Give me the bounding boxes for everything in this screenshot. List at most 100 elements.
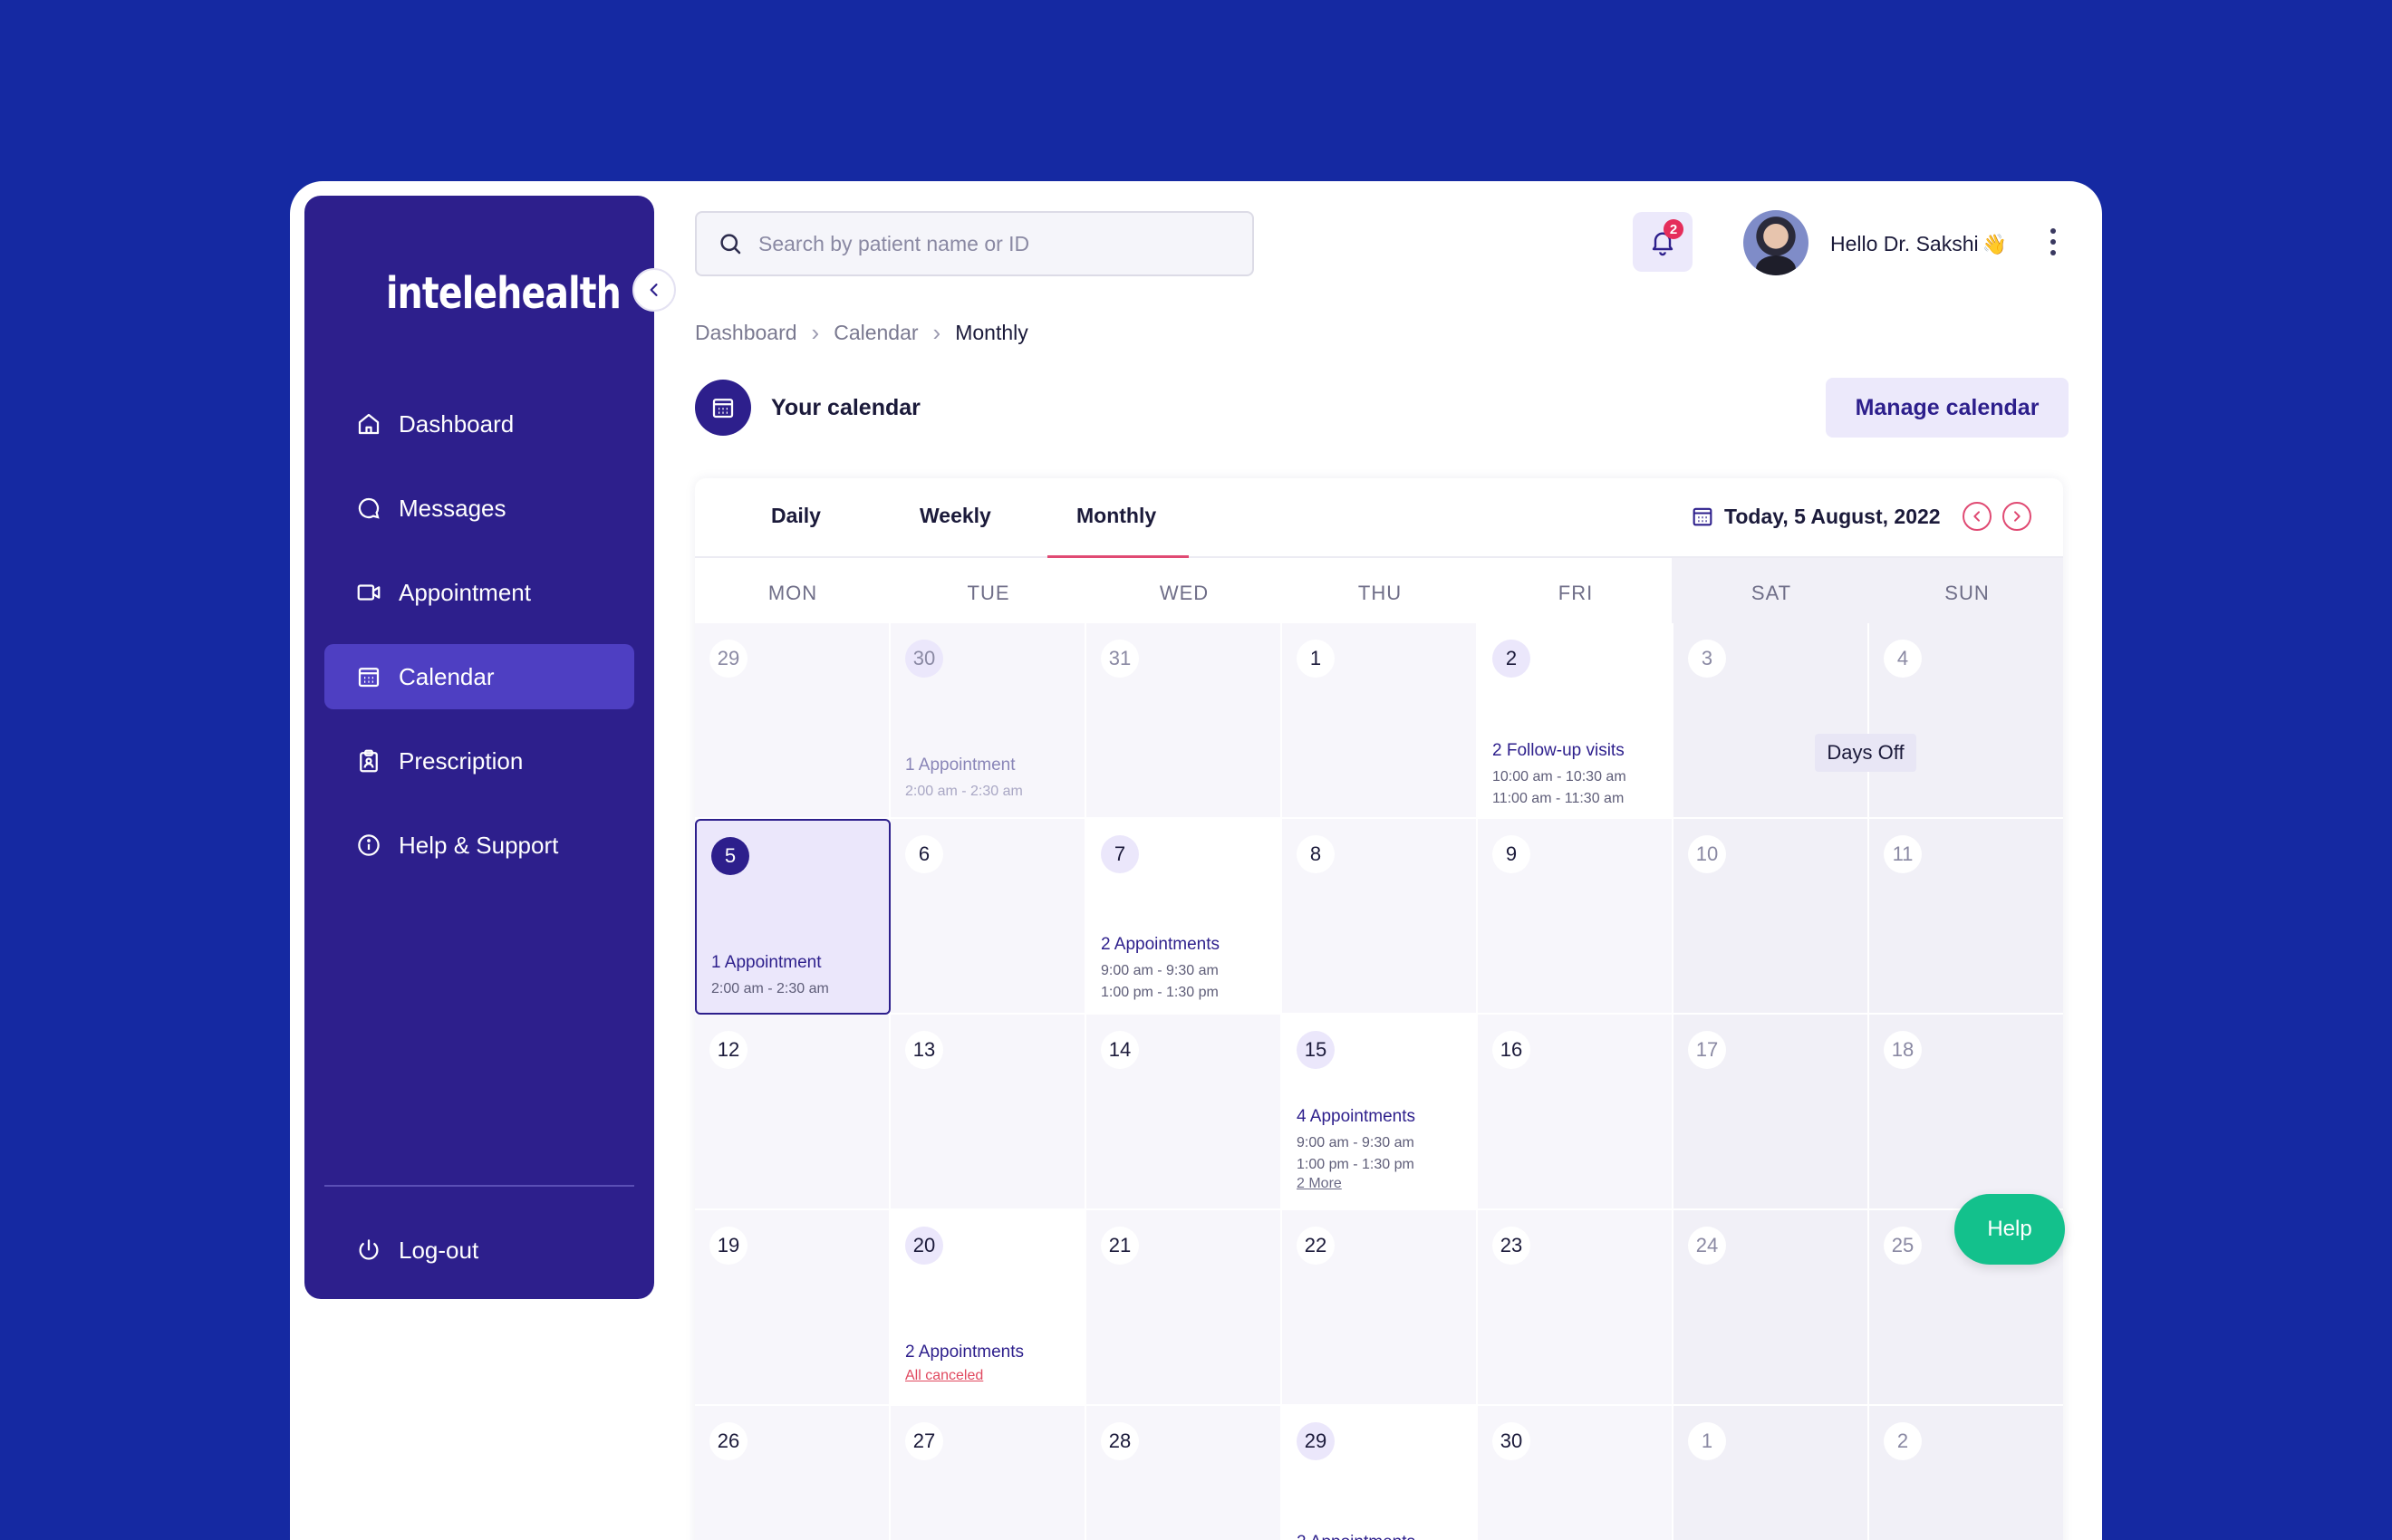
calendar-day-cell[interactable]: 3 [1673, 623, 1869, 819]
avatar[interactable] [1743, 210, 1808, 275]
calendar-day-cell[interactable]: 18 [1869, 1015, 2063, 1210]
calendar-header-icon [695, 380, 751, 436]
event-title[interactable]: 2 Follow-up visits [1492, 741, 1625, 760]
calendar-day-cell[interactable]: 2 2 Follow-up visits 10:00 am - 10:30 am 11… [1478, 623, 1673, 819]
calendar-day-cell[interactable]: 30 [1478, 1406, 1673, 1540]
next-month-button[interactable] [2001, 502, 2031, 531]
event-time: 2:00 am - 2:30 am [711, 981, 829, 996]
day-number: 17 [1688, 1031, 1726, 1069]
sidebar-item-label: Messages [399, 494, 506, 522]
tab-daily[interactable]: Daily [771, 504, 821, 527]
calendar-day-cell[interactable]: 20 2 Appointments All canceled [891, 1210, 1086, 1406]
day-number: 28 [1101, 1422, 1139, 1460]
more-options-button[interactable] [2044, 228, 2062, 255]
calendar-day-cell[interactable]: 19 [695, 1210, 891, 1406]
breadcrumb-dashboard[interactable]: Dashboard [695, 321, 797, 344]
canceled-status-link[interactable]: All canceled [905, 1368, 984, 1383]
calendar-day-cell[interactable]: 13 [891, 1015, 1086, 1210]
sidebar-item-dashboard[interactable]: Dashboard [324, 391, 634, 457]
calendar-day-cell[interactable]: 1 [1673, 1406, 1869, 1540]
tab-monthly[interactable]: Monthly [1076, 504, 1157, 527]
calendar-day-cell[interactable]: 24 [1673, 1210, 1869, 1406]
calendar-day-cell[interactable]: 23 [1478, 1210, 1673, 1406]
notification-button[interactable]: 2 [1633, 212, 1693, 272]
weekday-header: SUN [1944, 582, 1990, 604]
calendar-day-cell[interactable]: 31 [1086, 623, 1282, 819]
calendar-day-cell[interactable]: 6 [891, 819, 1086, 1015]
calendar-day-cell[interactable]: 29 2 Appointments [1282, 1406, 1478, 1540]
day-number: 22 [1297, 1227, 1335, 1265]
calendar-day-cell[interactable]: 7 2 Appointments 9:00 am - 9:30 am 1:00 pm … [1086, 819, 1282, 1015]
calendar-day-cell[interactable]: 8 [1282, 819, 1478, 1015]
calendar-day-cell[interactable]: 14 [1086, 1015, 1282, 1210]
previous-month-button[interactable] [1962, 502, 1992, 531]
day-number: 10 [1688, 835, 1726, 873]
calendar-day-cell[interactable]: 22 [1282, 1210, 1478, 1406]
intelehealth-logo[interactable]: intelehealth [386, 268, 622, 319]
event-title[interactable]: 1 Appointment [711, 953, 822, 972]
day-number: 5 [711, 837, 749, 875]
calendar-day-cell[interactable]: 30 1 Appointment 2:00 am - 2:30 am [891, 623, 1086, 819]
active-tab-indicator [1047, 555, 1189, 558]
info-icon [358, 834, 380, 856]
sidebar-item-help-support[interactable]: Help & Support [324, 813, 634, 878]
breadcrumb-calendar[interactable]: Calendar [834, 321, 919, 344]
event-time: 9:00 am - 9:30 am [1297, 1135, 1414, 1150]
event-title[interactable]: 2 Appointments [1297, 1533, 1415, 1540]
sidebar-collapse-button[interactable] [632, 268, 676, 312]
sidebar-item-calendar[interactable]: Calendar [324, 644, 634, 709]
calendar-day-cell[interactable]: 4 [1869, 623, 2063, 819]
calendar-day-cell[interactable]: 5 1 Appointment 2:00 am - 2:30 am [695, 819, 891, 1015]
sidebar-item-label: Help & Support [399, 831, 559, 859]
today-label[interactable]: Today, 5 August, 2022 [1724, 504, 1941, 528]
calendar-day-cell[interactable]: 10 [1673, 819, 1869, 1015]
logout-button[interactable]: Log-out [324, 1218, 634, 1283]
search-input[interactable] [758, 231, 1230, 256]
weekday-header: THU [1357, 582, 1403, 604]
day-number: 14 [1101, 1031, 1139, 1069]
calendar-day-cell[interactable]: 27 [891, 1406, 1086, 1540]
calendar-day-cell[interactable]: 26 [695, 1406, 891, 1540]
power-icon [359, 1239, 379, 1260]
event-title[interactable]: 4 Appointments [1297, 1107, 1415, 1126]
chevron-left-icon [650, 284, 658, 296]
calendar-day-cell[interactable]: 29 [695, 623, 891, 819]
calendar-day-cell[interactable]: 12 [695, 1015, 891, 1210]
manage-calendar-button[interactable]: Manage calendar [1826, 378, 2069, 438]
app-window: intelehealth Dashboard Messages Appointm… [290, 181, 2102, 1540]
event-time: 10:00 am - 10:30 am [1492, 769, 1626, 784]
help-button[interactable]: Help [1954, 1194, 2065, 1265]
calendar-day-cell[interactable]: 17 [1673, 1015, 1869, 1210]
more-events-link[interactable]: 2 More [1297, 1176, 1342, 1191]
day-number: 9 [1492, 835, 1530, 873]
calendar-day-cell[interactable]: 21 [1086, 1210, 1282, 1406]
calendar-day-cell[interactable]: 1 [1282, 623, 1478, 819]
calendar-day-cell[interactable]: 16 [1478, 1015, 1673, 1210]
tab-weekly[interactable]: Weekly [920, 504, 991, 527]
sidebar-item-messages[interactable]: Messages [324, 476, 634, 541]
message-icon [358, 497, 380, 519]
calendar-day-cell[interactable]: 28 [1086, 1406, 1282, 1540]
sidebar-divider [324, 1185, 634, 1187]
chevron-left-icon [1972, 511, 1980, 522]
event-title[interactable]: 2 Appointments [905, 1343, 1024, 1362]
view-tabs: Daily Weekly Monthly Today, 5 August, 20… [695, 478, 2063, 558]
calendar-icon [358, 668, 380, 688]
sidebar-item-label: Dashboard [399, 409, 515, 438]
day-number: 11 [1884, 835, 1922, 873]
event-title[interactable]: 1 Appointment [905, 756, 1016, 775]
sidebar-nav: Dashboard Messages Appointment Calendar … [324, 391, 634, 897]
sidebar-item-appointment[interactable]: Appointment [324, 560, 634, 625]
weekday-header: TUE [967, 582, 1010, 604]
calendar-day-cell[interactable]: 11 [1869, 819, 2063, 1015]
day-number: 7 [1101, 835, 1139, 873]
calendar-day-cell[interactable]: 2 [1869, 1406, 2063, 1540]
day-number: 1 [1688, 1422, 1726, 1460]
video-icon [357, 584, 381, 601]
calendar-day-cell[interactable]: 9 [1478, 819, 1673, 1015]
event-title[interactable]: 2 Appointments [1101, 935, 1220, 954]
day-number: 21 [1101, 1227, 1139, 1265]
sidebar-item-label: Calendar [399, 662, 495, 690]
calendar-day-cell[interactable]: 15 4 Appointments 9:00 am - 9:30 am 1:00 pm… [1282, 1015, 1478, 1210]
sidebar-item-prescription[interactable]: Prescription [324, 728, 634, 794]
